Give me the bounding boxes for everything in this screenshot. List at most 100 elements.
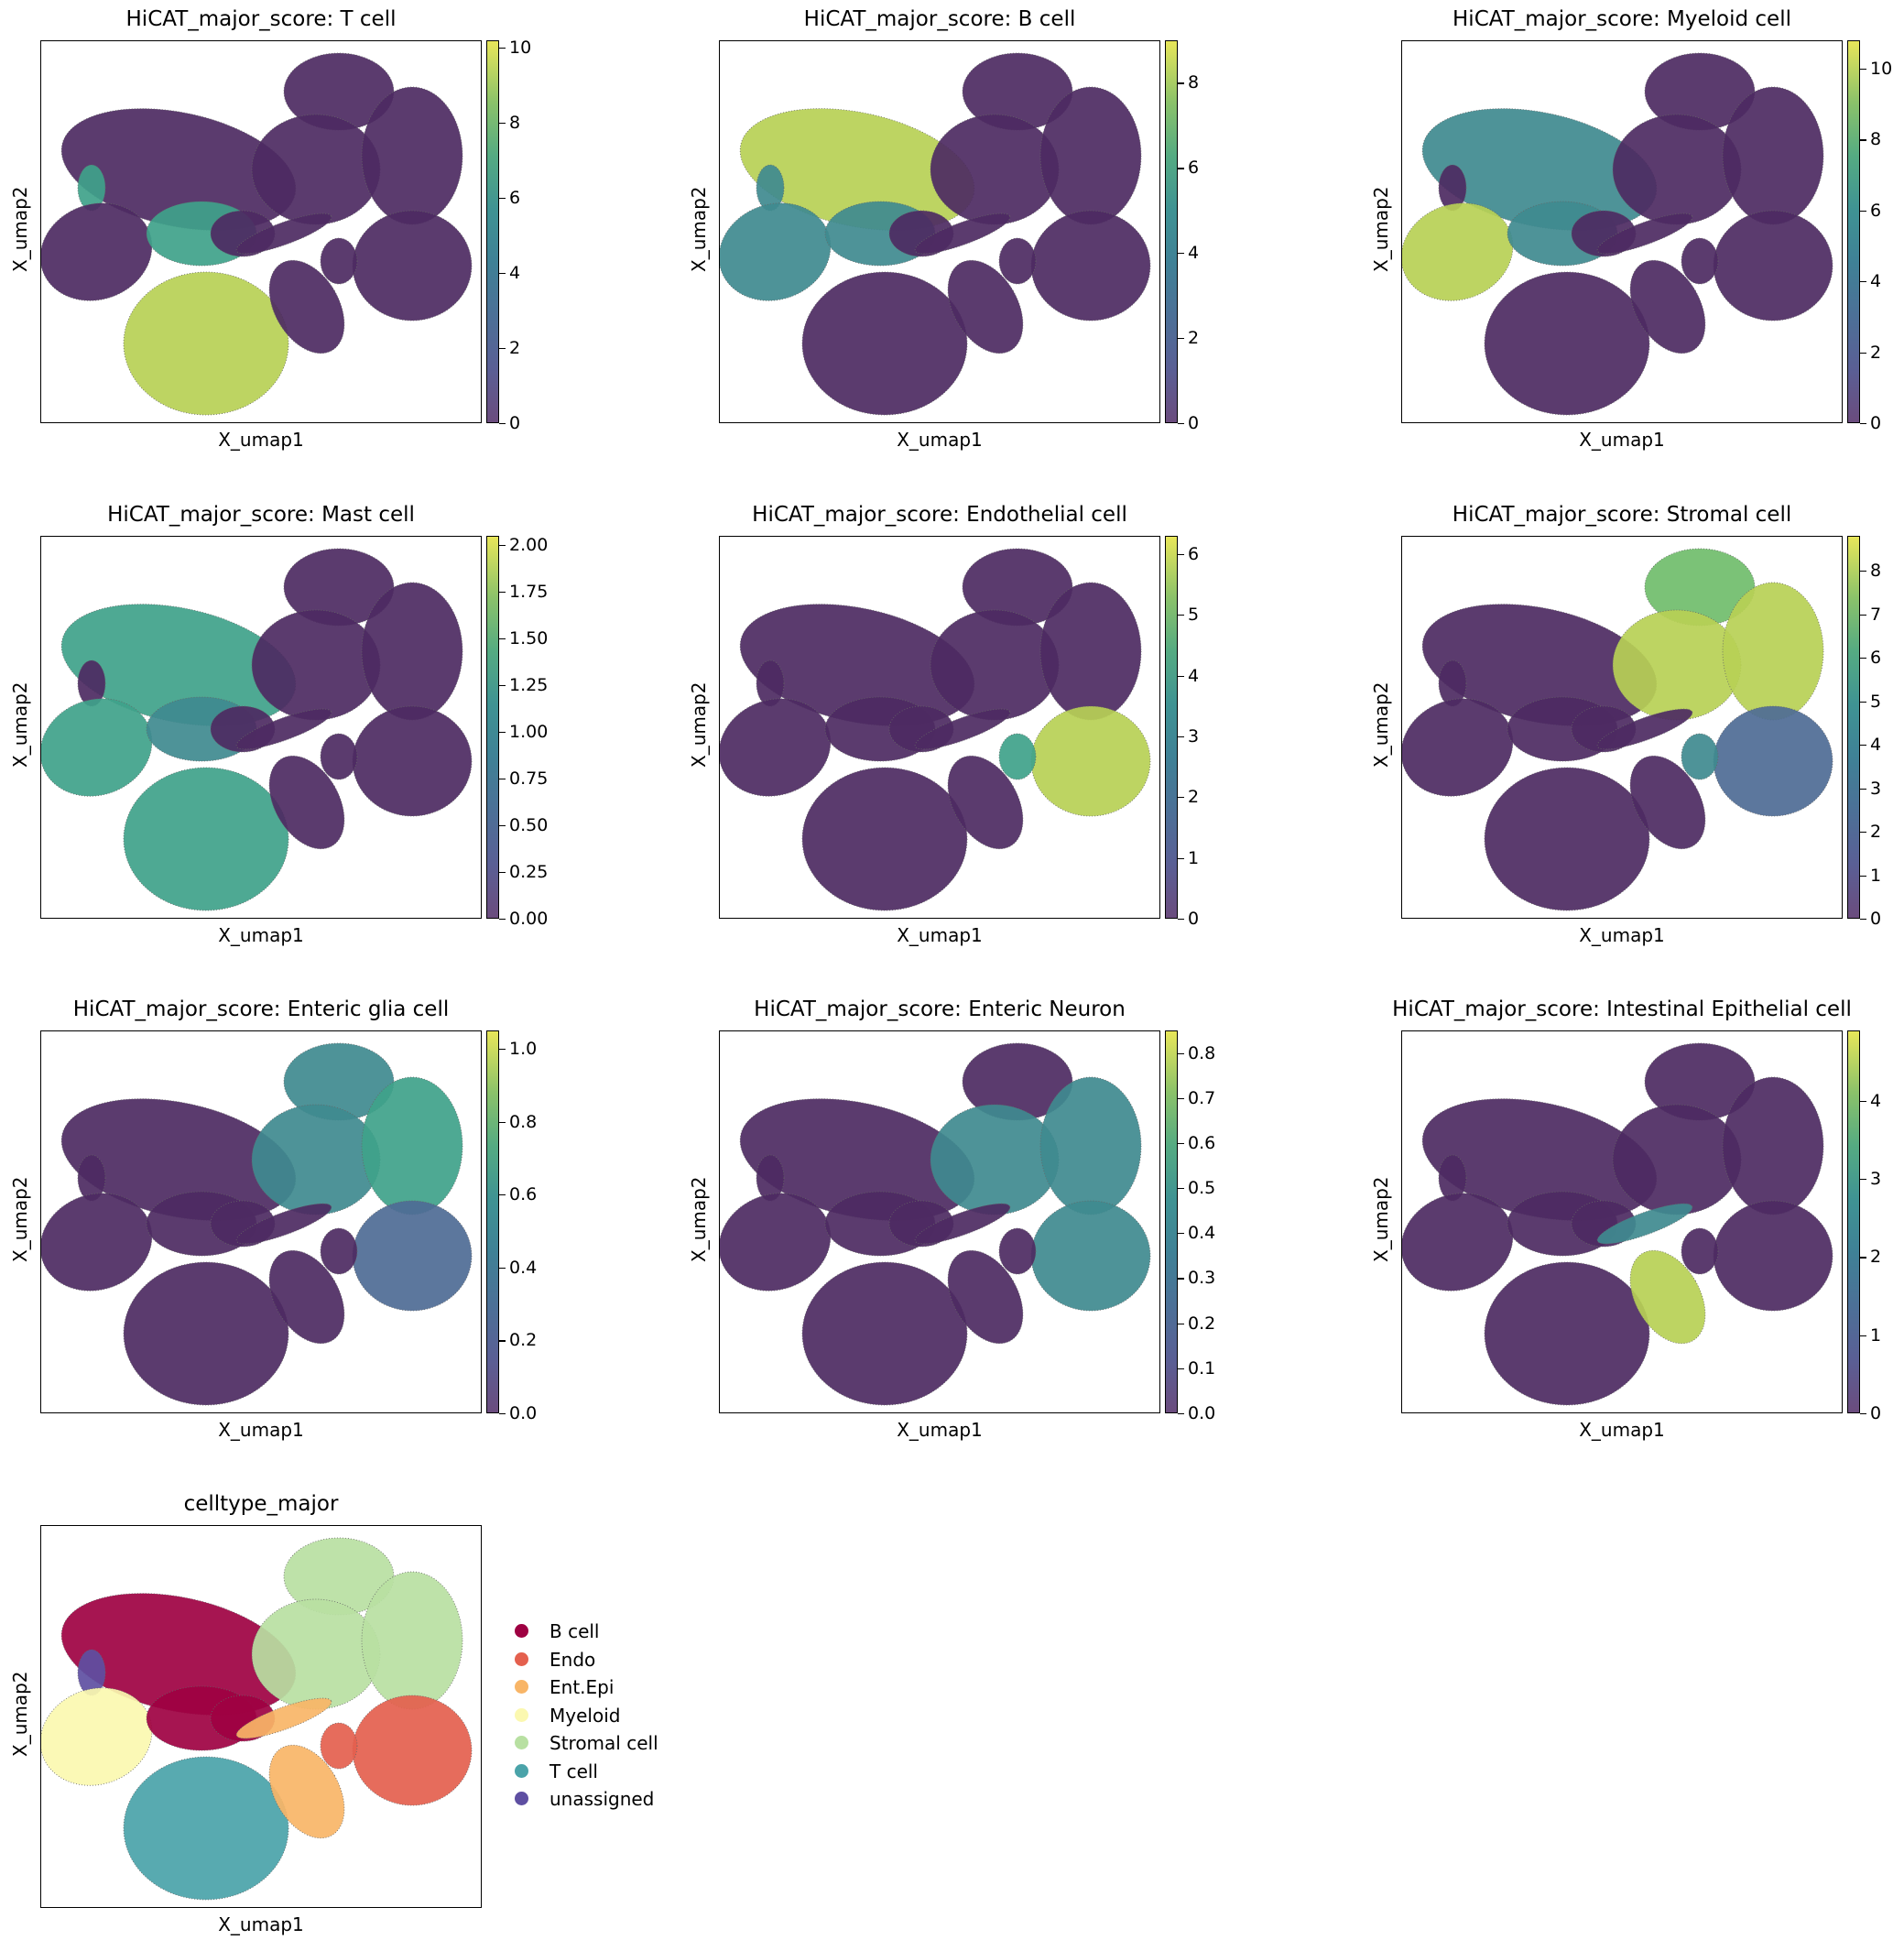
cell-cluster-endoS <box>1681 237 1719 285</box>
cell-cluster-endo <box>1713 1200 1833 1312</box>
cell-cluster-endo <box>352 1200 473 1312</box>
cell-cluster-endo <box>1713 705 1833 817</box>
colorbar-tick <box>1860 745 1866 747</box>
colorbar-tick <box>1178 1142 1184 1145</box>
cell-cluster-uleft <box>1438 164 1467 212</box>
cell-cluster-stromB <box>251 1598 381 1710</box>
y-axis-label: X_umap2 <box>9 681 31 768</box>
colorbar-tick-label: 4 <box>1870 735 1882 755</box>
panel-title: HiCAT_major_score: Stromal cell <box>1452 503 1792 527</box>
colorbar-tick-label: 2 <box>1870 1247 1882 1268</box>
colorbar-tick <box>499 48 506 49</box>
x-axis-label: X_umap1 <box>897 429 983 451</box>
colorbar-tick <box>1178 675 1184 677</box>
cell-cluster-endoS <box>320 1227 358 1275</box>
x-axis-label: X_umap1 <box>897 924 983 946</box>
legend-label: unassigned <box>549 1788 655 1810</box>
colorbar-tick-label: 0 <box>1870 909 1882 929</box>
colorbar-tick <box>1178 1097 1184 1099</box>
cell-cluster-stromA <box>1644 548 1756 627</box>
cell-cluster-endoS <box>1681 733 1719 780</box>
colorbar-tick <box>499 1121 506 1123</box>
umap-scatter <box>720 548 1151 911</box>
colorbar-tick-label: 1.25 <box>509 675 549 696</box>
colorbar-tick <box>1178 1052 1184 1054</box>
cell-cluster-stromA <box>283 1537 395 1616</box>
cell-cluster-stromA <box>283 548 395 627</box>
colorbar-tick <box>1860 658 1866 659</box>
cell-cluster-uleft <box>77 1649 106 1696</box>
legend-marker <box>515 1624 528 1638</box>
cell-cluster-stromC <box>361 1076 463 1215</box>
cell-cluster-tcell <box>123 1261 289 1406</box>
colorbar-tick <box>499 1194 506 1196</box>
colorbar-tick <box>1860 281 1866 283</box>
cell-cluster-endo <box>1030 210 1151 322</box>
cell-cluster-stromC <box>361 582 463 721</box>
colorbar-tick <box>1178 82 1184 84</box>
cell-cluster-tcell <box>1484 271 1650 416</box>
colorbar-tick-label: 1.00 <box>509 722 549 743</box>
colorbar-tick-label: 7 <box>1870 604 1882 625</box>
colorbar-tick-label: 6 <box>1188 543 1200 564</box>
cell-cluster-stromC <box>1722 86 1824 225</box>
cell-cluster-endo <box>352 1695 473 1806</box>
colorbar-tick-label: 2 <box>509 338 521 359</box>
legend-marker <box>515 1736 528 1749</box>
colorbar-tick <box>499 732 506 734</box>
colorbar-tick-label: 0.8 <box>509 1111 538 1132</box>
colorbar <box>1847 536 1860 919</box>
colorbar-tick <box>499 423 506 425</box>
x-axis-label: X_umap1 <box>1579 1419 1665 1441</box>
umap-scatter <box>41 1537 473 1901</box>
cell-cluster-epi <box>268 755 345 850</box>
legend-label: T cell <box>549 1760 598 1782</box>
colorbar <box>1165 40 1178 423</box>
colorbar-tick <box>1860 788 1866 790</box>
colorbar-tick <box>499 919 506 921</box>
colorbar-tick <box>1860 1179 1866 1181</box>
legend-label: Stromal cell <box>549 1732 658 1754</box>
panel-title: celltype_major <box>183 1492 339 1516</box>
legend-label: Endo <box>549 1648 596 1671</box>
colorbar-tick-label: 1.50 <box>509 628 549 649</box>
scatter-plot-area <box>719 536 1160 919</box>
colorbar-tick-label: 6 <box>1188 158 1200 179</box>
x-axis-label: X_umap1 <box>218 1913 304 1935</box>
cell-cluster-stromB <box>1612 609 1742 721</box>
cell-cluster-arm <box>235 708 332 750</box>
colorbar-tick-label: 0 <box>1870 1403 1882 1423</box>
colorbar-tick <box>1178 338 1184 340</box>
colorbar-tick-label: 0 <box>509 413 521 433</box>
scatter-plot-area <box>40 536 482 919</box>
x-axis-label: X_umap1 <box>1579 429 1665 451</box>
cell-cluster-uleft <box>756 164 785 212</box>
scatter-plot-area <box>1401 1030 1843 1413</box>
cell-cluster-stromB <box>1612 1104 1742 1215</box>
colorbar-tick-label: 8 <box>509 113 521 134</box>
y-axis-label: X_umap2 <box>1370 186 1392 272</box>
cell-cluster-epi <box>947 755 1024 850</box>
colorbar-tick-label: 4 <box>509 263 521 284</box>
colorbar-tick <box>1178 797 1184 799</box>
colorbar-tick-label: 0 <box>1188 413 1200 433</box>
legend-label: Ent.Epi <box>549 1676 615 1698</box>
cell-cluster-uleft <box>77 1154 106 1202</box>
y-axis-label: X_umap2 <box>1370 681 1392 768</box>
umap-scatter <box>1402 52 1833 416</box>
umap-scatter <box>1402 548 1833 911</box>
colorbar-tick-label: 0.3 <box>1188 1268 1216 1289</box>
colorbar-tick <box>499 348 506 350</box>
colorbar-tick-label: 0.75 <box>509 768 549 790</box>
cell-cluster-stromB <box>251 1104 381 1215</box>
cell-cluster-epi <box>1629 259 1706 354</box>
colorbar-tick <box>1860 1413 1866 1415</box>
colorbar-tick-label: 2 <box>1188 787 1200 808</box>
cell-cluster-epi <box>1629 1249 1706 1345</box>
colorbar-tick <box>1178 423 1184 425</box>
colorbar-tick-label: 0.0 <box>1188 1403 1216 1423</box>
y-axis-label: X_umap2 <box>688 186 710 272</box>
colorbar-tick <box>1860 210 1866 212</box>
colorbar-tick <box>499 1048 506 1051</box>
colorbar-tick <box>499 198 506 200</box>
